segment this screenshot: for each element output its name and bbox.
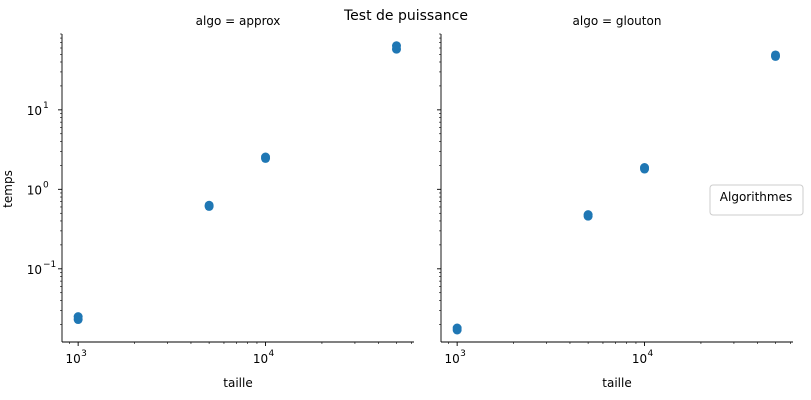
panel2-title: algo = glouton — [573, 14, 662, 28]
panel1-y-tick-label: 10 — [27, 104, 42, 118]
panel1-x-tick-label: 10 — [253, 352, 268, 366]
panel1-data-point — [73, 312, 83, 322]
panel2-x-tick-label: 10 — [632, 352, 647, 366]
panel1-y-tick-label: 10 — [27, 263, 42, 277]
panel1-x-axis-label: taille — [223, 376, 252, 390]
panel1-x-tick-exponent: 4 — [269, 349, 275, 359]
panel1-y-tick-label: 10 — [27, 183, 42, 197]
panel1-data-point — [261, 152, 271, 162]
chart-title: Test de puissance — [343, 8, 468, 24]
panel1-title: algo = approx — [196, 14, 281, 28]
legend-title: Algorithmes — [720, 190, 792, 204]
legend: Algorithmes — [709, 184, 804, 216]
y-axis-label: temps — [1, 170, 15, 208]
panel2-data-point — [640, 163, 650, 173]
panel2-data-point — [770, 50, 780, 60]
panel2-data-point — [452, 323, 462, 333]
panel1-x-tick-exponent: 3 — [81, 349, 87, 359]
panel2-x-axis-label: taille — [602, 376, 631, 390]
panel2-x-tick-label: 10 — [445, 352, 460, 366]
panel2-data-point — [583, 210, 593, 220]
panel1-y-tick-exponent: −1 — [43, 260, 56, 270]
panel1-data-point — [391, 41, 401, 51]
panel2-x-tick-exponent: 3 — [460, 349, 466, 359]
panel1-x-tick-label: 10 — [66, 352, 81, 366]
legend-box — [709, 184, 804, 216]
panel2-x-tick-exponent: 4 — [648, 349, 654, 359]
panel1-y-tick-exponent: 0 — [43, 180, 49, 190]
panel1-y-tick-exponent: 1 — [43, 101, 49, 111]
panel1-data-point — [204, 200, 214, 210]
